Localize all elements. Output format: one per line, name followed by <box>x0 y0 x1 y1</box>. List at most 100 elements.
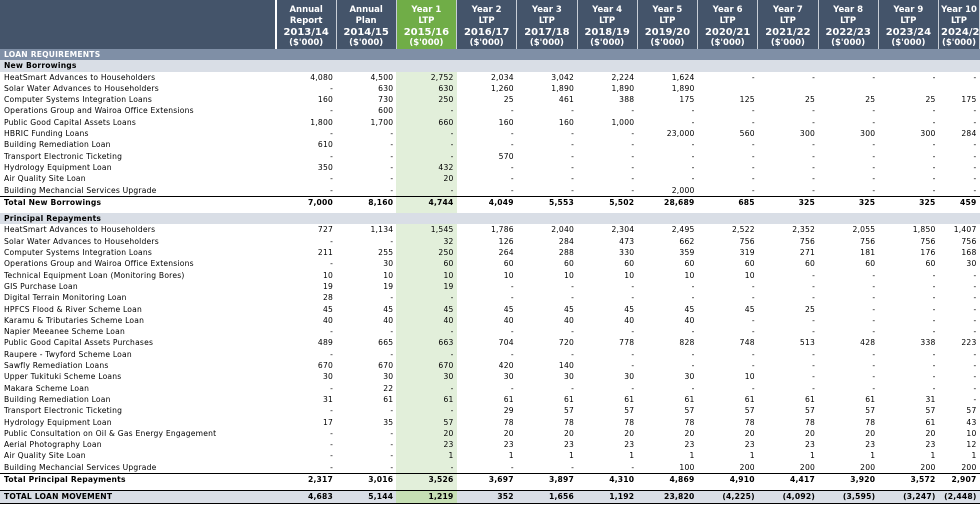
cell-value: 670 <box>378 361 394 371</box>
cell-value: - <box>571 174 575 184</box>
column-header-l2: LTP <box>950 16 968 26</box>
cell-value: - <box>631 293 635 303</box>
cell-value: - <box>751 117 755 127</box>
row-label: HBRIC Funding Loans <box>4 129 89 139</box>
cell-value: - <box>812 151 816 161</box>
cell-value: 61 <box>383 394 394 404</box>
cell-value: 60 <box>804 259 816 269</box>
cell-value: - <box>631 281 635 291</box>
cell-value: 284 <box>961 129 977 139</box>
cell-value: 4,500 <box>370 72 394 82</box>
cell-value: 125 <box>739 95 755 105</box>
cell-value: - <box>932 372 936 382</box>
cell-value <box>637 213 698 225</box>
cell-value: 4,869 <box>637 472 698 486</box>
cell-value: - <box>330 259 334 269</box>
row-label: Raupere - Twyford Scheme Loan <box>4 349 132 359</box>
cell-value <box>757 213 819 225</box>
table-row: Building Remediation Loan 31 61 61 61 61 61 61 6… <box>0 393 980 406</box>
cell-value: 23 <box>563 440 575 450</box>
cell-value: 23 <box>684 440 695 450</box>
cell-value <box>275 213 337 225</box>
cell-value: - <box>812 281 816 291</box>
cell-value <box>516 60 578 72</box>
cell-value: 43 <box>966 417 977 427</box>
cell-value: 720 <box>558 338 575 348</box>
cell-value: - <box>973 72 977 82</box>
cell-value: 40 <box>396 314 457 327</box>
cell-value: (4,225) <box>697 490 758 504</box>
cell-value: - <box>571 185 575 195</box>
column-header-5: Year 3 LTP 2017/18 ($'000) <box>516 0 578 49</box>
cell-value: - <box>973 117 977 127</box>
cell-value: - <box>872 315 876 325</box>
cell-value: - <box>932 106 936 116</box>
cell-value: - <box>390 451 394 461</box>
table-row: Aerial Photography Loan - -23 23 23 23 23 23 23 2… <box>0 439 980 451</box>
cell-value: 1 <box>971 451 977 461</box>
cell-value: 1 <box>629 451 635 461</box>
cell-value: 730 <box>378 95 394 105</box>
cell-value: 30 <box>396 371 457 383</box>
cell-value: - <box>510 140 514 150</box>
cell-value: - <box>932 117 936 127</box>
cell-value: - <box>330 406 334 416</box>
cell-value: 1 <box>749 451 755 461</box>
cell-value <box>456 60 517 72</box>
cell-value: 200 <box>920 462 936 472</box>
cell-value: - <box>631 129 635 139</box>
cell-value: - <box>872 270 876 280</box>
cell-value: 10 <box>383 270 394 280</box>
cell-value: - <box>932 327 936 337</box>
cell-value: 828 <box>679 338 695 348</box>
cell-value: 57 <box>966 406 977 416</box>
cell-value: - <box>396 461 457 474</box>
column-header-l4: ($'000) <box>891 38 926 48</box>
header-label-blank <box>0 0 277 49</box>
cell-value: - <box>973 394 977 404</box>
cell-value: 600 <box>378 106 394 116</box>
cell-value <box>577 60 638 72</box>
cell-value: 685 <box>697 195 758 209</box>
column-header-l2: LTP <box>840 16 857 26</box>
column-header-l2: LTP <box>418 16 435 26</box>
cell-value <box>757 60 819 72</box>
cell-value: - <box>872 383 876 393</box>
cell-value: 1,890 <box>611 83 635 93</box>
column-header-l3: 2016/17 <box>463 27 510 38</box>
cell-value: - <box>751 281 755 291</box>
cell-value: - <box>973 372 977 382</box>
row-label: Operations Group and Wairoa Office Exten… <box>4 259 194 269</box>
cell-value: - <box>932 185 936 195</box>
cell-value: 1,545 <box>396 224 457 236</box>
cell-value: 670 <box>396 360 457 372</box>
cell-value: - <box>330 236 334 246</box>
cell-value: 3,920 <box>818 472 879 486</box>
cell-value: 28,689 <box>637 195 698 209</box>
column-header-l1: Year 3 <box>531 5 562 15</box>
cell-value <box>516 213 578 225</box>
cell-value: 23,000 <box>666 129 695 139</box>
cell-value: 10 <box>322 270 334 280</box>
row-label: Karamu & Tributaries Scheme Loan <box>4 315 145 325</box>
total-row: Total New Borrowings 7,000 8,160 4,744 4,049… <box>0 195 980 209</box>
row-label: Aerial Photography Loan <box>4 440 102 450</box>
cell-value: - <box>691 383 695 393</box>
cell-value: - <box>396 184 457 197</box>
cell-value: - <box>751 293 755 303</box>
cell-value: 78 <box>744 417 755 427</box>
column-header-l1: Year 7 <box>772 5 803 15</box>
column-header-l4: ($'000) <box>650 38 685 48</box>
cell-value: - <box>390 327 394 337</box>
cell-value: 30 <box>383 372 394 382</box>
cell-value: 3,016 <box>336 472 397 486</box>
cell-value: - <box>510 174 514 184</box>
cell-value: 57 <box>925 406 936 416</box>
column-header-11: Year 9 LTP 2023/24 ($'000) <box>878 0 940 49</box>
cell-value: 28 <box>322 293 334 303</box>
cell-value: - <box>973 315 977 325</box>
section-title: LOAN REQUIREMENTS <box>0 49 980 61</box>
cell-value: 1,219 <box>396 490 457 504</box>
column-header-l1: Year 2 <box>471 5 502 15</box>
cell-value: - <box>973 281 977 291</box>
